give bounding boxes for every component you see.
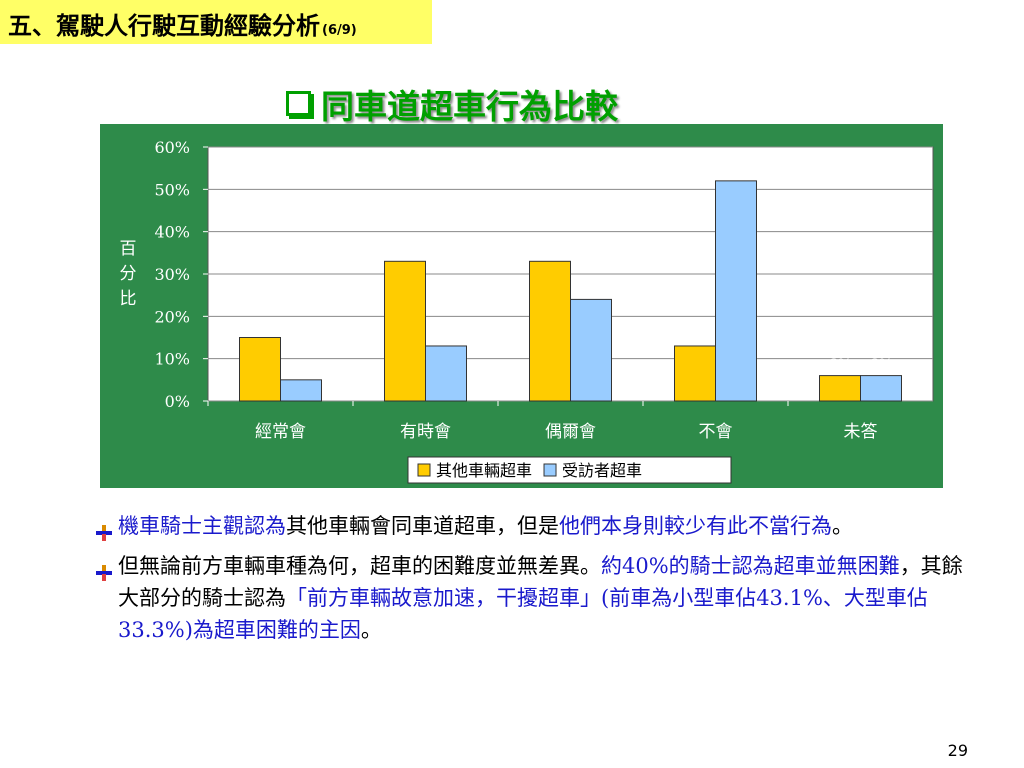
bullet-paragraph: 機車騎士主觀認為其他車輛會同車道超車，但是他們本身則較少有此不當行為。 [96, 510, 976, 542]
y-axis-label: 百 [120, 239, 137, 259]
x-tick-label: 偶爾會 [545, 422, 596, 442]
y-tick-label: 50% [154, 180, 190, 199]
highlighted-text: 約40%的騎士認為超車並無困難 [601, 554, 900, 578]
data-label: 52% [719, 161, 752, 179]
highlighted-text: 機車騎士主觀認為 [118, 514, 286, 538]
bar [384, 260, 426, 402]
body-text-segment: 其他車輛會同車道超車，但是 [286, 514, 559, 538]
bar [570, 298, 612, 402]
y-tick-label: 0% [165, 392, 190, 411]
y-axis-label: 分 [120, 264, 137, 284]
y-tick-label: 60% [154, 138, 190, 157]
x-tick-label: 不會 [699, 422, 733, 442]
data-label: 33% [533, 241, 566, 259]
body-text-segment: 。 [832, 514, 853, 538]
body-text-segment: 但無論前方車輛車種為何，超車的困難度並無差異。 [118, 554, 601, 578]
slide-title: 同車道超車行為比較 [286, 80, 618, 128]
bar [425, 345, 467, 402]
arrow-bullet-icon [96, 518, 112, 541]
data-label: 13% [429, 326, 462, 344]
y-tick-label: 20% [154, 307, 190, 326]
arrow-bullet-icon [96, 558, 112, 581]
legend-swatch [417, 463, 431, 477]
legend-label: 其他車輛超車 [436, 461, 532, 480]
x-tick-label: 未答 [844, 422, 878, 442]
y-tick-label: 10% [154, 350, 190, 369]
y-tick-label: 30% [154, 265, 190, 284]
bar [819, 375, 861, 402]
page-fraction: (6/9) [322, 23, 357, 38]
y-tick-label: 40% [154, 223, 190, 242]
data-label: 13% [678, 326, 711, 344]
body-text-segment: 。 [360, 618, 382, 642]
data-label: 24% [574, 279, 607, 297]
bar [674, 345, 716, 402]
bullet-paragraph: 但無論前方車輛車種為何，超車的困難度並無差異。約40%的騎士認為超車並無困難，其… [96, 550, 976, 646]
data-label: 6% [828, 356, 852, 374]
section-title: 五、駕駛人行駛互動經驗分析 (6/9) [8, 12, 357, 40]
bar [715, 180, 757, 402]
checkbox-bullet-icon [286, 91, 311, 116]
section-header: 五、駕駛人行駛互動經驗分析 (6/9) [0, 0, 432, 44]
data-label: 6% [869, 356, 893, 374]
data-label: 15% [243, 318, 276, 336]
slide-title-text: 同車道超車行為比較 [321, 87, 618, 126]
y-axis-label: 比 [120, 289, 137, 309]
bar [529, 260, 571, 402]
highlighted-text: 「前方車輛故意加速，干擾超車」(前車為小型車佔43.1%、大型車佔33.3%)為… [118, 586, 928, 642]
x-tick-label: 經常會 [255, 422, 306, 442]
body-text: 機車騎士主觀認為其他車輛會同車道超車，但是他們本身則較少有此不當行為。 但無論前方… [96, 510, 976, 654]
bar [239, 337, 281, 402]
data-label: 5% [289, 360, 313, 378]
legend-label: 受訪者超車 [562, 461, 642, 480]
body-text-segment: ，其餘大部分的騎士認為 [118, 554, 963, 610]
page-number: 29 [947, 741, 968, 760]
highlighted-text: 他們本身則較少有此不當行為 [559, 514, 832, 538]
bar [280, 379, 322, 402]
bar-chart: 0% 10% 20% 30% 40% 50% 60% 百分比經常會 15% 5% 有時會 33% 13%… [100, 124, 943, 488]
legend-swatch [543, 463, 557, 477]
x-tick-label: 有時會 [400, 422, 451, 442]
data-label: 33% [388, 241, 421, 259]
legend [407, 456, 732, 484]
bar [860, 375, 902, 402]
